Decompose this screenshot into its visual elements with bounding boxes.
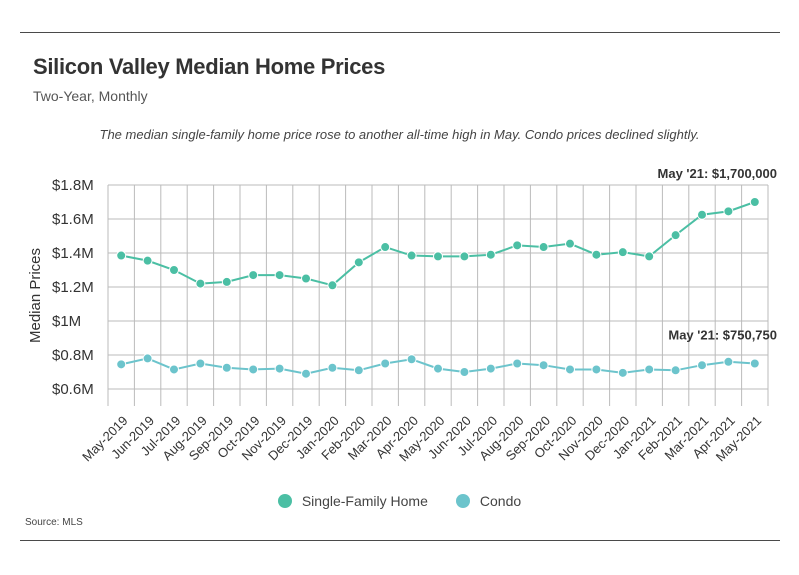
data-point — [169, 364, 179, 375]
data-point — [142, 353, 153, 364]
data-point — [591, 364, 602, 375]
y-tick-label: $0.8M — [52, 347, 94, 364]
data-point — [380, 242, 391, 253]
data-point — [274, 363, 285, 374]
legend-marker-single-family — [277, 494, 292, 508]
data-point — [353, 365, 364, 376]
data-point — [459, 251, 470, 262]
data-point — [195, 278, 206, 289]
data-point — [327, 362, 338, 373]
legend-marker-condo — [455, 494, 470, 508]
top-rule — [20, 32, 780, 33]
annotation-1: May '21: $750,750 — [668, 328, 777, 343]
data-point — [116, 359, 127, 370]
data-point — [327, 280, 338, 291]
data-point — [565, 364, 575, 375]
data-point — [565, 238, 575, 249]
data-point — [116, 250, 127, 261]
legend-label-condo: Condo — [479, 493, 522, 509]
data-point — [142, 255, 153, 266]
chart-title: Silicon Valley Median Home Prices — [33, 54, 386, 79]
data-point — [485, 363, 496, 374]
data-point — [512, 240, 523, 251]
data-point — [248, 364, 259, 375]
annotation-layer: May '21: $1,700,000 May '21: $750,750 — [658, 166, 777, 343]
data-point — [221, 362, 232, 373]
legend: Single-Family Home Condo — [0, 493, 799, 509]
data-point — [301, 273, 311, 284]
data-point — [723, 206, 734, 217]
source-note: Source: MLS — [25, 517, 83, 528]
y-axis-label: Median Prices — [27, 248, 44, 343]
data-point — [301, 368, 311, 379]
data-point — [433, 251, 443, 262]
data-point — [406, 250, 417, 261]
y-tick-label: $1.4M — [52, 245, 94, 262]
y-tick-label: $1.6M — [52, 211, 94, 228]
data-point — [538, 242, 549, 253]
data-point — [617, 247, 628, 258]
data-point — [591, 249, 602, 260]
annotation-0: May '21: $1,700,000 — [658, 166, 777, 181]
data-point — [512, 358, 523, 369]
data-point — [274, 270, 285, 281]
chart-subtitle: Two-Year, Monthly — [33, 88, 148, 104]
series-line-0 — [121, 201, 756, 287]
data-point — [248, 270, 259, 281]
chart-note: The median single-family home price rose… — [99, 127, 700, 142]
legend-label-single-family: Single-Family Home — [301, 493, 428, 509]
data-point — [749, 358, 760, 369]
legend-item-condo[interactable]: Condo — [455, 493, 522, 509]
data-point — [697, 209, 707, 220]
y-tick-label: $1.8M — [52, 177, 94, 194]
data-point — [644, 364, 655, 375]
data-point — [433, 363, 443, 374]
data-point — [617, 367, 628, 378]
bottom-rule — [20, 540, 780, 541]
y-tick-label: $0.6M — [52, 381, 94, 398]
series-layer — [116, 197, 760, 379]
y-tick-label: $1M — [52, 313, 81, 330]
data-point — [195, 358, 206, 369]
legend-item-single-family[interactable]: Single-Family Home — [277, 493, 428, 509]
data-point — [670, 365, 681, 376]
data-point — [485, 249, 496, 260]
y-tick-label: $1.2M — [52, 279, 94, 296]
data-point — [538, 360, 549, 371]
data-point — [353, 257, 364, 268]
data-point — [644, 251, 655, 262]
data-point — [169, 265, 179, 275]
data-point — [380, 358, 391, 369]
data-point — [670, 230, 681, 241]
data-point — [459, 367, 470, 377]
data-point — [221, 276, 232, 287]
data-point — [697, 360, 707, 371]
data-point — [723, 356, 734, 367]
data-point — [406, 354, 417, 365]
data-point — [749, 197, 760, 207]
